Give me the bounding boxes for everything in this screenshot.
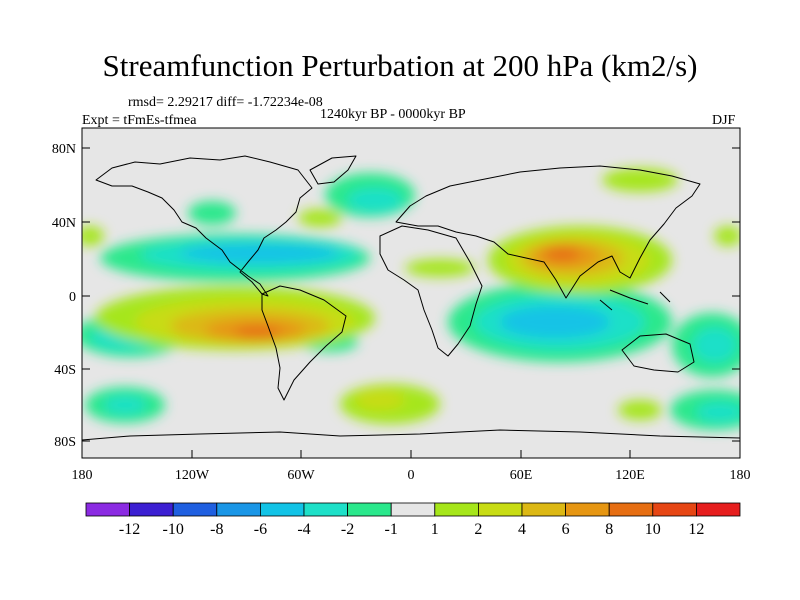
- colorbar-box: [477, 502, 523, 517]
- period-label: 1240kyr BP - 0000kyr BP: [320, 107, 466, 122]
- contour-pos-asia-core: [544, 247, 580, 261]
- stats-label: rmsd= 2.29217 diff= -1.72234e-08: [128, 95, 323, 110]
- colorbar-box: [565, 502, 610, 517]
- colorbar-box: [521, 502, 566, 517]
- x-label-60e: 60E: [510, 468, 533, 483]
- contour-pos-pacific-east-edge: [714, 226, 740, 246]
- south-america-outline: [261, 285, 347, 401]
- map-title: Streamfunction Perturbation at 200 hPa (…: [102, 48, 698, 83]
- colorbar-box: [347, 502, 392, 517]
- x-label-0: 0: [408, 468, 415, 483]
- maritime-continent-outline: [599, 289, 671, 311]
- colorbar-labels: -12 -10 -8 -6 -4 -2 -1 1 2 4 6 8 10 12: [119, 521, 704, 538]
- colorbar-label: 6: [562, 521, 570, 538]
- y-label-80n: 80N: [52, 142, 76, 157]
- antarctica-outline: [82, 429, 740, 441]
- contour-neg-indian-ocean-3: [500, 306, 610, 338]
- y-label-40n: 40N: [52, 216, 76, 231]
- colorbar-label: 12: [688, 521, 704, 538]
- colorbar-box: [129, 502, 174, 517]
- y-label-0: 0: [69, 290, 76, 305]
- colorbar-label: 4: [518, 521, 526, 538]
- contour-pos-south-atlantic-core: [355, 390, 405, 410]
- x-label-180w: 180: [72, 468, 93, 483]
- contour-pos-pacific-west-edge: [82, 226, 104, 246]
- colorbar: [85, 502, 741, 517]
- contour-pos-southern-ocean: [618, 400, 662, 420]
- colorbar-label: -1: [385, 521, 398, 538]
- colorbar-label: 1: [431, 521, 439, 538]
- experiment-label: Expt = tFmEs-tfmea: [82, 113, 197, 128]
- colorbar-box: [652, 502, 697, 517]
- colorbar-label: 10: [645, 521, 661, 538]
- colorbar-label: -10: [163, 521, 184, 538]
- colorbar-label: 2: [474, 521, 482, 538]
- australia-outline: [621, 333, 695, 373]
- greenland-outline: [309, 155, 357, 185]
- contour-neg-southern-ocean-east-core: [696, 402, 740, 422]
- contour-pos-south-america-core: [234, 326, 282, 338]
- colorbar-label: -2: [341, 521, 354, 538]
- colorbar-box: [390, 502, 436, 517]
- north-america-outline: [95, 155, 313, 297]
- contour-neg-atlantic-north-core: [347, 188, 403, 212]
- colorbar-label: -4: [297, 521, 310, 538]
- colorbar-box: [303, 502, 348, 517]
- axis-ticks: [82, 147, 740, 458]
- x-label-120w: 120W: [175, 468, 210, 483]
- colorbar-box: [608, 502, 654, 517]
- contour-neg-southern-ocean-west-core: [103, 396, 147, 414]
- x-label-60w: 60W: [287, 468, 315, 483]
- eurasia-outline: [395, 165, 701, 299]
- colorbar-box: [216, 502, 261, 517]
- colorbar-label: -12: [119, 521, 140, 538]
- season-label: DJF: [712, 113, 736, 128]
- contour-pos-east-asia-north: [602, 168, 678, 192]
- colorbar-label: 8: [605, 521, 613, 538]
- contour-pos-north-atlantic-small: [298, 209, 342, 227]
- y-label-40s: 40S: [54, 363, 76, 378]
- contour-neg-north-america-small: [188, 201, 236, 225]
- colorbar-box: [696, 502, 741, 517]
- colorbar-box: [85, 502, 130, 517]
- colorbar-box: [434, 502, 479, 517]
- x-label-180e: 180: [730, 468, 751, 483]
- colorbar-box: [172, 502, 218, 517]
- colorbar-box: [259, 502, 305, 517]
- africa-outline: [379, 225, 483, 357]
- y-label-80s: 80S: [54, 435, 76, 450]
- colorbar-label: -6: [254, 521, 267, 538]
- colorbar-label: -8: [210, 521, 223, 538]
- coastlines: [82, 155, 740, 441]
- contour-neg-south-pacific-east-core: [693, 327, 737, 363]
- contour-pos-north-africa: [405, 259, 475, 277]
- contour-field: [82, 128, 740, 458]
- x-label-120e: 120E: [615, 468, 645, 483]
